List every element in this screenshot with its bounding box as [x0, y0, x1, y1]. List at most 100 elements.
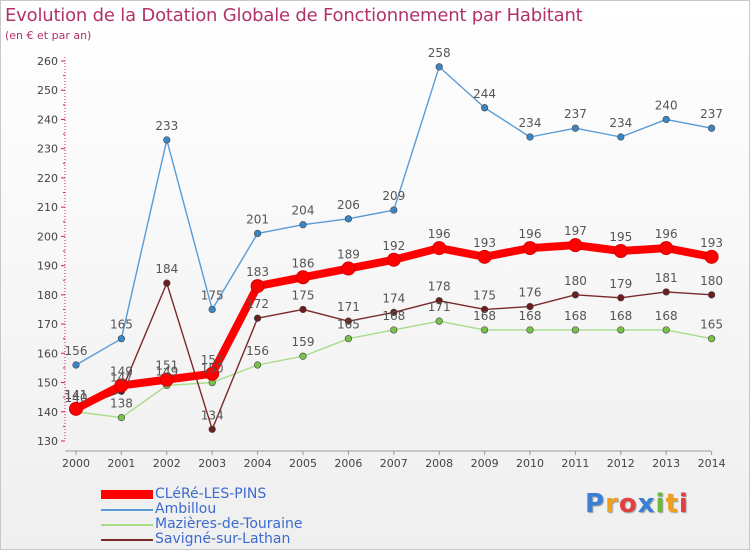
data-label: 195: [609, 230, 632, 244]
data-label: 186: [292, 256, 315, 270]
data-point: [523, 241, 537, 256]
legend-label: Ambillou: [155, 501, 217, 517]
data-label: 179: [609, 277, 632, 291]
data-label: 175: [201, 288, 224, 302]
data-point: [617, 326, 625, 334]
data-point: [344, 215, 353, 223]
y-tick-label: 160: [37, 347, 58, 360]
data-label: 140: [65, 391, 88, 405]
legend-label: CLéRé-LES-PINS: [155, 486, 267, 502]
data-label: 233: [155, 119, 178, 133]
data-label: 201: [246, 212, 269, 226]
data-point: [163, 136, 171, 144]
data-label: 165: [110, 318, 133, 332]
data-label: 134: [201, 408, 224, 422]
proxiti-logo: Proxiti: [585, 489, 689, 519]
x-tick-label: 2010: [516, 457, 544, 470]
data-point: [72, 361, 80, 369]
data-point: [435, 63, 443, 71]
data-point: [250, 279, 265, 294]
y-tick-label: 230: [37, 143, 58, 156]
x-tick-label: 2004: [244, 457, 272, 470]
data-label: 192: [382, 239, 405, 253]
data-point: [481, 305, 489, 314]
data-point: [659, 241, 674, 256]
data-point: [526, 302, 534, 311]
data-point: [390, 206, 398, 214]
data-label: 141: [65, 388, 88, 402]
y-tick-label: 150: [37, 377, 58, 390]
data-point: [481, 104, 489, 112]
x-tick-label: 2014: [698, 457, 726, 470]
data-point: [571, 326, 580, 334]
data-point: [117, 414, 125, 422]
logo-letter: P: [585, 489, 606, 519]
data-label: 168: [382, 309, 405, 323]
x-tick-label: 2003: [198, 457, 226, 470]
data-label: 196: [655, 227, 678, 241]
data-label: 237: [564, 107, 587, 121]
x-tick-label: 2005: [289, 457, 317, 470]
legend-swatch: [101, 539, 153, 541]
y-tick-label: 140: [37, 406, 58, 419]
data-point: [613, 244, 628, 258]
data-label: 156: [246, 344, 269, 358]
data-point: [481, 326, 489, 334]
data-label: 206: [337, 198, 360, 212]
data-point: [477, 249, 492, 264]
data-label: 159: [292, 335, 315, 349]
data-label: 171: [428, 300, 451, 314]
data-label: 168: [609, 309, 632, 323]
data-label: 175: [292, 288, 315, 302]
data-label: 240: [655, 98, 678, 112]
y-tick-label: 170: [37, 318, 58, 331]
legend-swatch: [101, 509, 153, 511]
y-tick-label: 130: [37, 435, 58, 448]
data-point: [69, 401, 83, 416]
data-label: 168: [519, 309, 542, 323]
data-label: 151: [155, 359, 178, 373]
axes: 130 140 150 160 170 180 190 200 210 220 230 240 250 2…: [37, 55, 726, 470]
data-point: [571, 124, 580, 132]
x-tick-label: 2009: [471, 457, 499, 470]
data-label: 171: [337, 300, 360, 314]
y-tick-label: 220: [37, 172, 58, 185]
legend-label: Mazières-de-Touraine: [155, 516, 303, 532]
data-point: [299, 221, 307, 229]
data-label: 138: [110, 397, 133, 411]
data-label: 196: [519, 227, 542, 241]
data-label: 141: [65, 388, 88, 402]
data-label: 184: [155, 262, 178, 276]
data-point: [163, 279, 171, 287]
data-point: [707, 291, 716, 299]
data-point: [254, 229, 262, 238]
data-label: 234: [609, 116, 632, 130]
data-point: [617, 133, 625, 141]
series-cl-r-les-pins: [69, 238, 719, 416]
data-label: 183: [246, 265, 269, 279]
legend-swatch: [101, 524, 153, 526]
data-point: [117, 335, 125, 343]
data-point: [704, 249, 719, 264]
data-label: 165: [700, 318, 723, 332]
logo-letter: t: [665, 489, 679, 519]
data-label: 168: [655, 309, 678, 323]
data-label: 193: [473, 236, 496, 250]
data-point: [208, 425, 216, 433]
data-label: 189: [337, 248, 360, 262]
data-point: [568, 238, 583, 253]
data-label: 209: [382, 189, 405, 203]
data-point: [662, 288, 670, 296]
data-point: [205, 366, 220, 381]
data-point: [114, 378, 129, 393]
data-label: 181: [655, 271, 678, 285]
data-point: [390, 326, 398, 334]
data-point: [617, 294, 625, 302]
y-tick-label: 210: [37, 201, 58, 214]
data-point: [386, 252, 401, 267]
data-point: [296, 270, 310, 285]
logo-letter: i: [678, 489, 689, 519]
data-point: [208, 305, 216, 314]
